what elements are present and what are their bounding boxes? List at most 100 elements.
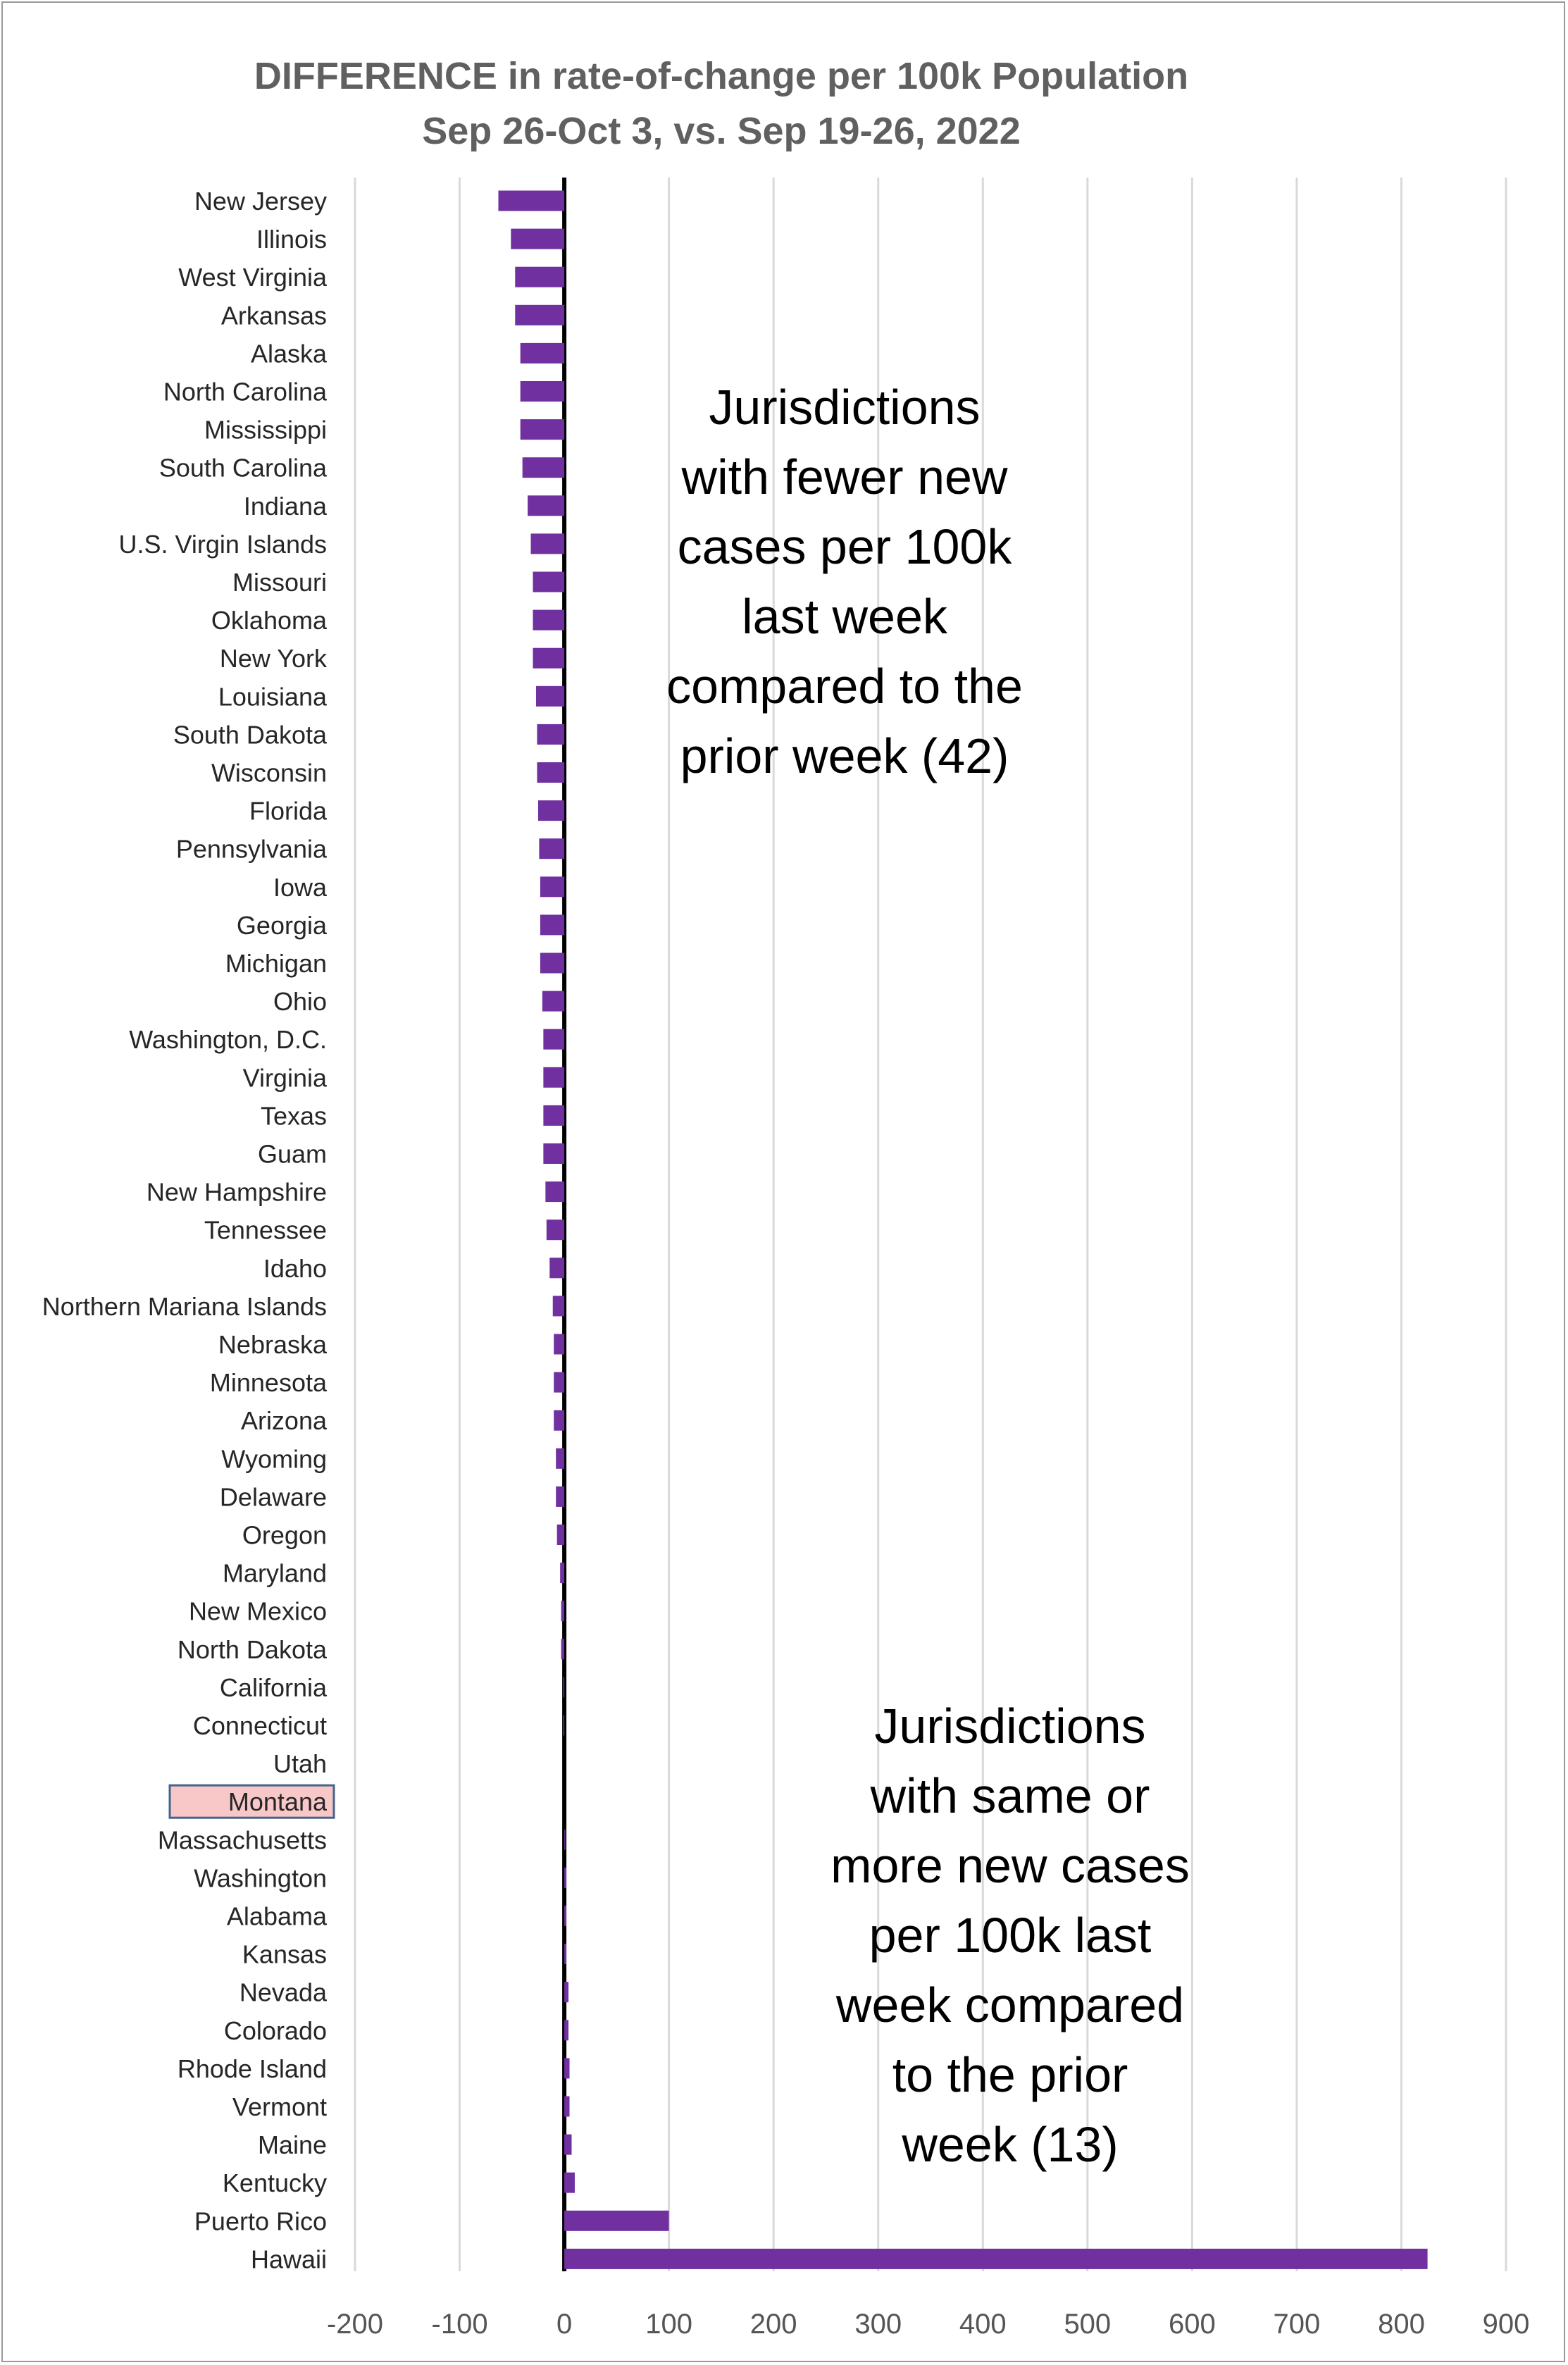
category-label: Guam [258, 1140, 327, 1169]
category-label: Arkansas [221, 301, 327, 330]
bar [498, 190, 565, 211]
bar [564, 2096, 570, 2117]
bar [564, 1906, 567, 1926]
category-label: Hawaii [251, 2245, 327, 2273]
bar [549, 1258, 565, 1279]
bar [556, 1448, 565, 1469]
bar [540, 914, 565, 936]
category-label: Nebraska [218, 1330, 328, 1359]
category-label: Florida [249, 797, 328, 826]
category-label: Alabama [227, 1902, 328, 1931]
bar [564, 2058, 570, 2079]
category-label: Michigan [225, 949, 327, 978]
x-tick-label: -100 [432, 2309, 488, 2340]
category-label: Colorado [224, 2016, 327, 2045]
category-label: South Carolina [159, 454, 328, 483]
bar [564, 1944, 567, 1965]
bar [564, 2020, 569, 2041]
annotations: Jurisdictions with fewer new cases per 100… [666, 380, 1190, 2172]
category-label: Maine [258, 2130, 327, 2159]
bar [537, 724, 565, 745]
bar [552, 1296, 565, 1317]
bar [542, 991, 565, 1012]
bar [533, 609, 565, 631]
category-label: North Dakota [178, 1635, 328, 1664]
x-tick-label: 900 [1483, 2309, 1530, 2340]
annotation-line: week (13) [901, 2117, 1118, 2172]
category-label: Minnesota [210, 1368, 328, 1397]
bar [564, 1829, 566, 1850]
x-tick-label: 800 [1378, 2309, 1425, 2340]
category-label: Nevada [239, 1978, 328, 2007]
bar [554, 1372, 565, 1393]
category-label: Idaho [263, 1254, 327, 1283]
category-label: North Carolina [163, 378, 328, 406]
category-label: Kentucky [223, 2168, 327, 2197]
bar [543, 1067, 565, 1088]
category-label: Pennsylvania [176, 835, 328, 864]
bar [515, 304, 565, 325]
category-label: Iowa [273, 873, 328, 902]
bar [564, 2134, 572, 2155]
bar [537, 800, 565, 821]
bar [540, 952, 565, 974]
bar [539, 838, 565, 859]
category-label: New Mexico [189, 1597, 327, 1626]
bars [498, 190, 1428, 2269]
annotation-line: per 100k last [869, 1908, 1152, 1963]
category-label: Wyoming [221, 1444, 327, 1473]
category-label: Montana [228, 1787, 328, 1816]
annotation-block: Jurisdictions with same or more new cases p… [830, 1699, 1190, 2172]
annotation-line: to the prior [892, 2047, 1128, 2102]
bar [545, 1181, 565, 1203]
bar [546, 1219, 565, 1241]
category-label: Alaska [251, 339, 328, 368]
bar [515, 266, 565, 287]
category-label: Tennessee [204, 1216, 327, 1245]
annotation-line: with fewer new [681, 449, 1008, 504]
bar [540, 876, 565, 898]
category-label: Washington, D.C. [129, 1025, 327, 1054]
bar [543, 1105, 565, 1126]
category-label: Washington [194, 1863, 327, 1892]
category-label: New Jersey [194, 187, 327, 216]
chart-title: DIFFERENCE in rate-of-change per 100k Po… [254, 55, 1188, 97]
bar [520, 342, 565, 364]
category-label: Missouri [232, 568, 327, 597]
category-label: Massachusetts [158, 1825, 327, 1854]
x-tick-label: 400 [959, 2309, 1007, 2340]
bar [520, 381, 565, 402]
bar [554, 1410, 565, 1431]
category-label: Illinois [256, 225, 327, 254]
annotation-line: Jurisdictions [874, 1699, 1145, 1753]
category-label: Connecticut [193, 1711, 327, 1740]
annotation-line: with same or [870, 1768, 1150, 1823]
category-label: California [220, 1673, 328, 1702]
bar [556, 1525, 565, 1545]
category-label: Oregon [242, 1521, 327, 1550]
category-label: West Virginia [178, 263, 328, 292]
bar [535, 685, 565, 707]
category-label: South Dakota [173, 720, 328, 749]
annotation-line: week compared [835, 1978, 1184, 2032]
bar [554, 1334, 565, 1355]
category-label: Maryland [223, 1559, 327, 1588]
bar [543, 1143, 565, 1164]
x-tick-label: 600 [1169, 2309, 1216, 2340]
annotation-line: cases per 100k [678, 519, 1013, 574]
category-labels: New Jersey Illinois West Virginia Arkansas A… [42, 187, 335, 2273]
category-label: Georgia [237, 911, 328, 940]
bar [537, 762, 565, 783]
annotation-line: compared to the [666, 659, 1023, 714]
annotation-line: last week [742, 589, 948, 644]
bar [522, 457, 565, 478]
bar [528, 495, 565, 516]
bar [511, 228, 565, 249]
category-label: Delaware [220, 1482, 327, 1511]
highlight-box [168, 1784, 335, 1819]
x-tick-label: 500 [1064, 2309, 1111, 2340]
category-label: Virginia [243, 1063, 328, 1092]
bar [564, 1982, 569, 2003]
bar [533, 571, 565, 592]
